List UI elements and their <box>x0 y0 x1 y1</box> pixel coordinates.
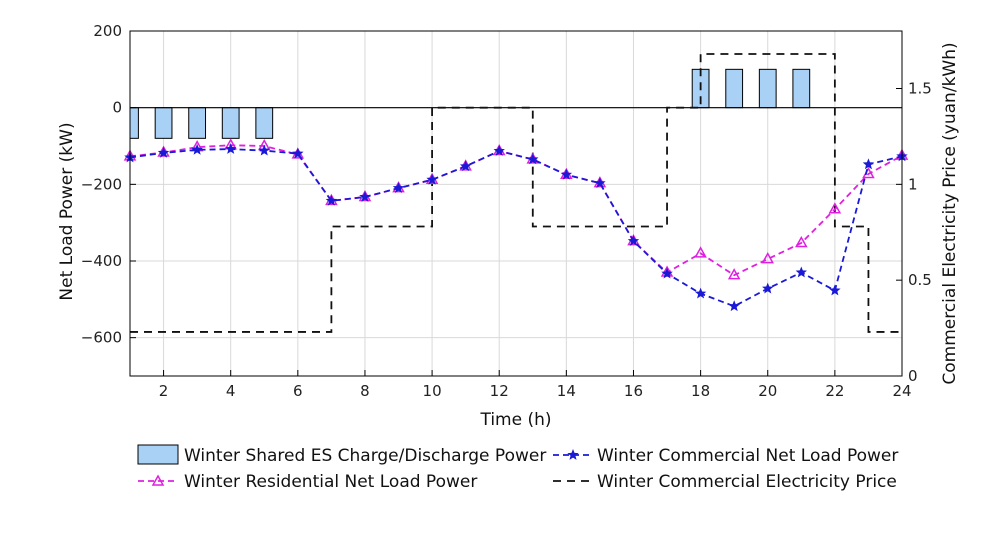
y-right-tick-label: 1.5 <box>908 80 932 98</box>
commercial-point <box>157 146 170 158</box>
legend: Winter Shared ES Charge/Discharge Power … <box>130 432 900 498</box>
x-tick-label: 12 <box>490 382 509 400</box>
commercial-point <box>560 168 573 180</box>
x-tick-label: 4 <box>226 382 236 400</box>
x-tick-label: 24 <box>892 382 911 400</box>
legend-star-marker <box>567 449 579 460</box>
es-bar <box>221 107 240 139</box>
commercial-point <box>493 144 505 156</box>
y-axis-left-label: Net Load Power (kW) <box>57 122 77 300</box>
y-left-tick-label: −400 <box>81 252 122 270</box>
x-tick-label: 2 <box>159 382 169 400</box>
es-bar <box>129 107 139 139</box>
legend-item-residential: Winter Residential Net Load Power <box>138 472 477 492</box>
commercial-point <box>862 158 875 170</box>
es-bar <box>792 68 811 109</box>
commercial-point <box>224 143 237 154</box>
commercial-point <box>258 144 270 156</box>
legend-item-es-bars: Winter Shared ES Charge/Discharge Power <box>137 444 546 466</box>
x-axis-label: Time (h) <box>479 410 551 430</box>
es-bar <box>154 107 173 139</box>
legend-label-price: Winter Commercial Electricity Price <box>597 472 897 492</box>
x-tick-label: 20 <box>758 382 777 400</box>
y-right-tick-label: 0 <box>908 367 918 385</box>
commercial-point <box>762 282 774 294</box>
y-axis-right-label: Commercial Electricity Price (yuan/kWh) <box>940 42 960 384</box>
y-left-tick-label: 0 <box>112 99 122 117</box>
legend-item-price: Winter Commercial Electricity Price <box>553 472 897 492</box>
residential-point <box>828 202 842 214</box>
y-left-tick-label: 200 <box>93 22 122 40</box>
commercial-point <box>594 177 606 189</box>
commercial-point <box>829 284 841 296</box>
legend-triangle-marker <box>151 474 165 486</box>
price-step-line <box>130 53 902 333</box>
commercial-point <box>728 300 740 312</box>
residential-point <box>694 246 707 258</box>
grid <box>130 30 903 376</box>
es-bar <box>188 107 207 139</box>
y-left-tick-label: −600 <box>81 329 122 347</box>
x-tick-label: 22 <box>825 382 844 400</box>
y-left-tick-label: −200 <box>81 175 122 193</box>
x-tick-label: 8 <box>360 382 370 400</box>
x-tick-label: 14 <box>557 382 576 400</box>
x-tick-label: 18 <box>691 382 710 400</box>
legend-swatch-bar <box>137 444 179 465</box>
commercial-point <box>694 287 707 299</box>
commercial-point <box>459 160 472 172</box>
x-tick-label: 16 <box>624 382 643 400</box>
residential-line <box>129 144 903 277</box>
commercial-line <box>129 148 903 308</box>
residential-point <box>727 268 741 280</box>
commercial-point <box>359 190 371 202</box>
es-bar <box>725 68 744 109</box>
legend-label-residential: Winter Residential Net Load Power <box>184 472 477 492</box>
y-right-tick-label: 0.5 <box>908 271 932 289</box>
commercial-point <box>292 147 304 159</box>
es-bars <box>129 68 811 139</box>
commercial-point <box>325 194 338 206</box>
es-bar <box>758 68 777 109</box>
es-bar <box>255 107 274 139</box>
commercial-point <box>627 235 640 246</box>
legend-label-es: Winter Shared ES Charge/Discharge Power <box>184 446 546 466</box>
plot-frame <box>129 30 903 377</box>
commercial-point <box>795 266 808 278</box>
commercial-point <box>661 267 673 279</box>
commercial-point <box>191 143 203 155</box>
y-right-tick-label: 1 <box>908 175 918 193</box>
legend-label-commercial: Winter Commercial Net Load Power <box>597 446 898 466</box>
y-ticks-right: 0 0.5 1 1.5 <box>896 80 932 385</box>
x-tick-label: 6 <box>293 382 303 400</box>
legend-item-commercial: Winter Commercial Net Load Power <box>553 446 898 466</box>
commercial-series <box>124 143 908 312</box>
commercial-point <box>392 182 405 194</box>
residential-point <box>795 235 808 248</box>
commercial-point <box>426 173 438 185</box>
x-ticks: 2 4 6 8 10 12 14 16 18 20 22 24 <box>159 370 912 400</box>
residential-point <box>761 252 775 264</box>
x-tick-label: 10 <box>423 382 442 400</box>
commercial-point <box>527 153 539 165</box>
residential-series <box>123 138 909 280</box>
y-ticks-left: 200 0 −200 −400 −600 <box>81 22 136 347</box>
